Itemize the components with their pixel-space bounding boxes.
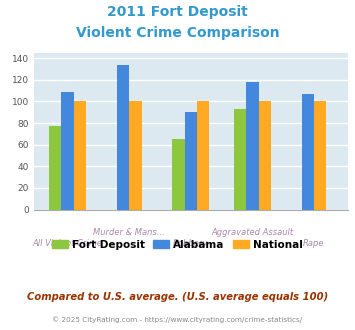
Text: Aggravated Assault: Aggravated Assault bbox=[211, 228, 294, 237]
Text: 2011 Fort Deposit: 2011 Fort Deposit bbox=[107, 5, 248, 19]
Bar bbox=[302, 94, 314, 210]
Text: Compared to U.S. average. (U.S. average equals 100): Compared to U.S. average. (U.S. average … bbox=[27, 292, 328, 302]
Bar bbox=[74, 101, 86, 210]
Bar bbox=[129, 101, 142, 210]
Bar bbox=[61, 92, 74, 210]
Text: Violent Crime Comparison: Violent Crime Comparison bbox=[76, 26, 279, 40]
Text: © 2025 CityRating.com - https://www.cityrating.com/crime-statistics/: © 2025 CityRating.com - https://www.city… bbox=[53, 317, 302, 323]
Bar bbox=[246, 82, 258, 210]
Text: Robbery: Robbery bbox=[173, 239, 208, 248]
Bar bbox=[185, 112, 197, 210]
Bar bbox=[172, 139, 185, 210]
Text: Murder & Mans...: Murder & Mans... bbox=[93, 228, 165, 237]
Bar bbox=[234, 109, 246, 210]
Bar bbox=[314, 101, 326, 210]
Text: Rape: Rape bbox=[303, 239, 325, 248]
Text: All Violent Crime: All Violent Crime bbox=[33, 239, 103, 248]
Bar bbox=[197, 101, 209, 210]
Bar bbox=[49, 126, 61, 210]
Bar bbox=[117, 65, 129, 210]
Bar bbox=[258, 101, 271, 210]
Legend: Fort Deposit, Alabama, National: Fort Deposit, Alabama, National bbox=[48, 236, 307, 254]
